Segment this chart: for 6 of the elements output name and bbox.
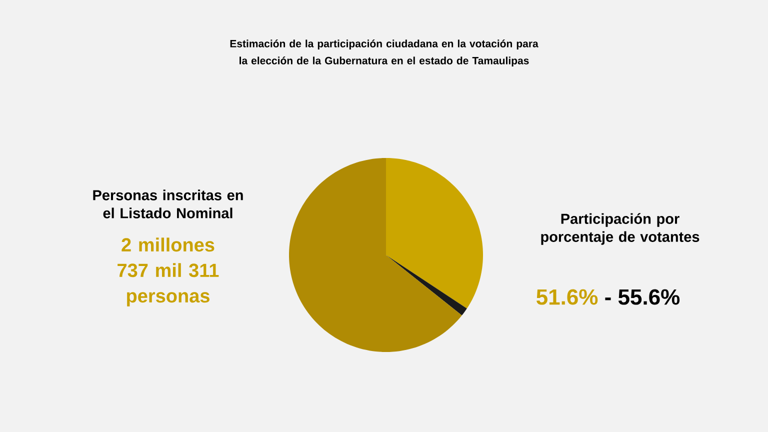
chart-title: Estimación de la participación ciudadana en la votación para la elección de la Gubernatura en el estado de Tamaulipas	[230, 40, 538, 66]
text: Personas inscritas en el Listado Nominal	[93, 190, 243, 218]
text: 51.6%	[536, 289, 598, 305]
text: - 55.6%	[605, 289, 680, 305]
text: 2 millones 737 mil 311 personas	[118, 238, 219, 306]
text: Participación por porcentaje de votantes	[541, 213, 700, 245]
